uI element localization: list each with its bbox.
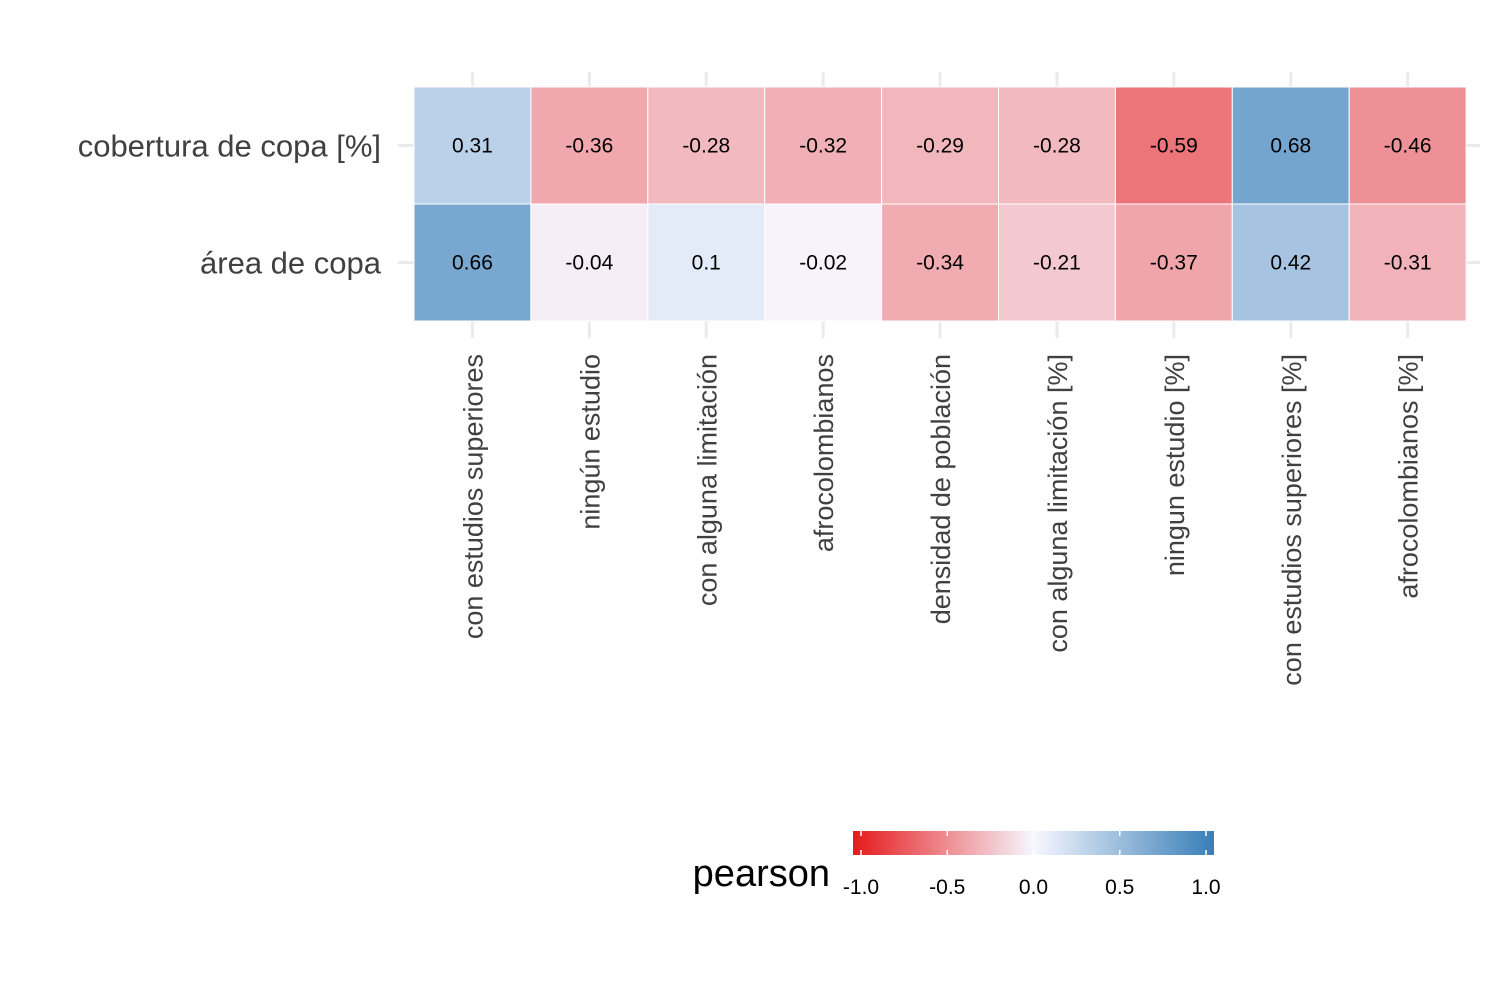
x-axis-labels: con estudios superiores ningún estudio con… bbox=[458, 354, 1423, 686]
x-axis-label: densidad de población bbox=[926, 354, 956, 624]
x-axis-label: ningún estudio bbox=[575, 354, 605, 530]
heatmap-cell bbox=[881, 86, 999, 205]
color-legend: pearson -1.0 -0.5 0.0 0.5 1.0 bbox=[693, 831, 1221, 899]
cell-value: 0.31 bbox=[452, 135, 493, 158]
cell-value: -0.21 bbox=[1033, 252, 1081, 275]
heatmap-cell bbox=[413, 203, 532, 322]
cell-value: -0.29 bbox=[916, 135, 964, 158]
cell-value: 0.66 bbox=[452, 252, 493, 275]
x-axis-label: con alguna limitación bbox=[692, 354, 722, 606]
cell-value: -0.36 bbox=[565, 135, 613, 158]
cell-value: 0.68 bbox=[1270, 135, 1311, 158]
y-axis-labels: cobertura de copa [%] área de copa bbox=[78, 129, 382, 281]
heatmap-cell bbox=[1348, 203, 1467, 322]
heatmap-cell bbox=[998, 86, 1116, 205]
cell-value: -0.31 bbox=[1384, 252, 1432, 275]
legend-tick-label: 0.0 bbox=[1019, 876, 1048, 899]
cell-value: -0.32 bbox=[799, 135, 847, 158]
cell-value: -0.28 bbox=[682, 135, 730, 158]
x-axis-label: afrocolombianos [%] bbox=[1394, 354, 1424, 599]
legend-tick-label: 0.5 bbox=[1105, 876, 1134, 899]
cell-value: -0.02 bbox=[799, 252, 847, 275]
heatmap-cells bbox=[413, 86, 1467, 322]
cell-value: -0.04 bbox=[565, 252, 613, 275]
x-axis-label: ningun estudio [%] bbox=[1160, 354, 1190, 576]
cell-value: -0.34 bbox=[916, 252, 964, 275]
heatmap-cell bbox=[413, 86, 532, 205]
cell-value: -0.46 bbox=[1384, 135, 1432, 158]
legend-title: pearson bbox=[693, 853, 830, 895]
x-axis-label: con alguna limitación [%] bbox=[1043, 354, 1073, 653]
cell-value: 0.42 bbox=[1270, 252, 1311, 275]
heatmap-cell bbox=[1231, 203, 1350, 322]
legend-tick-label: 1.0 bbox=[1191, 876, 1220, 899]
y-axis-label: área de copa bbox=[200, 246, 382, 281]
x-axis-label: afrocolombianos bbox=[809, 354, 839, 552]
legend-tick-label: -0.5 bbox=[929, 876, 965, 899]
heatmap-cell bbox=[764, 86, 883, 205]
cell-value: 0.1 bbox=[692, 252, 721, 275]
cell-value: -0.59 bbox=[1150, 135, 1198, 158]
y-axis-label: cobertura de copa [%] bbox=[78, 129, 381, 164]
heatmap-cell bbox=[530, 86, 649, 205]
heatmap-cell bbox=[881, 203, 999, 322]
heatmap-cell bbox=[647, 86, 766, 205]
heatmap-cell bbox=[1114, 86, 1233, 205]
cell-value-labels: 0.31 -0.36 -0.28 -0.32 -0.29 -0.28 -0.59 0.68 -0… bbox=[452, 135, 1432, 275]
heatmap-cell bbox=[1348, 86, 1467, 205]
cell-value: -0.37 bbox=[1150, 252, 1198, 275]
legend-tick-label: -1.0 bbox=[843, 876, 879, 899]
heatmap-cell bbox=[647, 203, 766, 322]
heatmap-cell bbox=[1114, 203, 1233, 322]
x-axis-label: con estudios superiores [%] bbox=[1277, 354, 1307, 686]
cell-value: -0.28 bbox=[1033, 135, 1081, 158]
heatmap-cell bbox=[530, 203, 649, 322]
heatmap-cell bbox=[764, 203, 883, 322]
heatmap-cell bbox=[998, 203, 1116, 322]
x-axis-label: con estudios superiores bbox=[458, 354, 488, 639]
